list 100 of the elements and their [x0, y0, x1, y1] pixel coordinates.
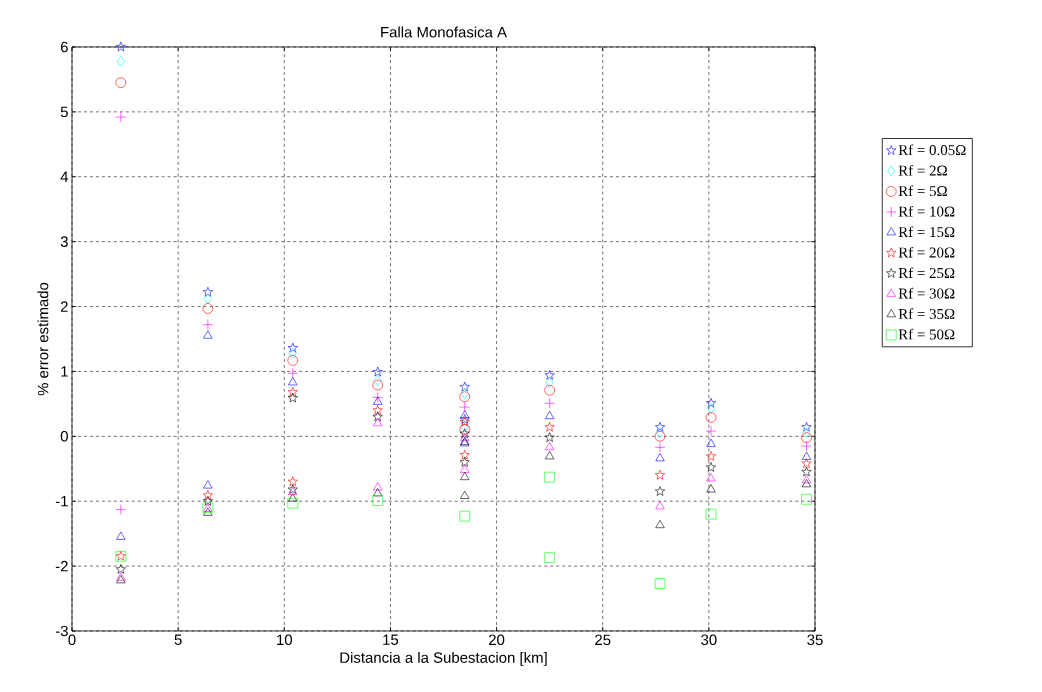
point	[459, 428, 470, 439]
point	[801, 466, 812, 477]
point	[544, 370, 555, 380]
point	[372, 379, 383, 391]
point	[115, 504, 127, 515]
y-tick-label: 4	[60, 171, 69, 182]
point	[545, 377, 554, 388]
point	[801, 451, 812, 460]
point	[115, 41, 126, 52]
point	[544, 432, 555, 442]
point	[373, 418, 383, 427]
point	[706, 484, 716, 493]
point	[203, 330, 213, 339]
point	[801, 479, 812, 488]
point	[288, 377, 298, 386]
point	[287, 392, 298, 403]
point	[545, 451, 555, 460]
point	[460, 410, 470, 419]
x-tick-label: 10	[277, 634, 293, 646]
point	[544, 384, 555, 396]
point	[801, 458, 812, 468]
point	[705, 425, 717, 437]
point	[372, 366, 383, 377]
point	[372, 411, 383, 422]
point	[460, 471, 470, 480]
point	[705, 397, 717, 408]
x-tick-label: 20	[489, 634, 505, 646]
point	[372, 495, 383, 506]
legend-label: Rf = 25Ω	[898, 267, 955, 279]
legend-label: Rf = 30Ω	[898, 287, 955, 299]
point	[544, 397, 555, 409]
point	[372, 392, 383, 403]
point	[288, 347, 297, 359]
point	[115, 77, 127, 88]
point	[460, 388, 469, 399]
point	[202, 286, 213, 297]
point	[654, 578, 666, 589]
point	[287, 368, 299, 379]
point	[372, 405, 383, 415]
point	[287, 355, 299, 366]
point	[656, 427, 665, 438]
point	[801, 475, 812, 484]
point	[202, 495, 213, 506]
legend-label: Rf = 5Ω	[898, 185, 947, 197]
point	[545, 442, 555, 451]
point	[655, 453, 665, 462]
point	[706, 403, 716, 414]
point	[373, 482, 383, 491]
point	[802, 427, 811, 438]
point	[706, 473, 716, 482]
point	[655, 519, 665, 529]
point	[655, 421, 666, 432]
point	[801, 493, 812, 505]
y-tick-label: 2	[60, 301, 68, 312]
point	[459, 449, 470, 460]
point	[202, 303, 214, 314]
point	[202, 319, 214, 330]
point	[801, 421, 812, 432]
point	[654, 442, 666, 453]
point	[705, 451, 717, 461]
point	[116, 55, 125, 67]
point	[655, 486, 666, 496]
point	[460, 432, 470, 442]
point	[373, 375, 382, 386]
y-axis-title: % error estimado	[37, 282, 49, 396]
point	[287, 476, 298, 487]
legend-label: Rf = 50Ω	[898, 328, 955, 340]
point	[544, 552, 555, 563]
y-tick-label: -3	[55, 625, 68, 637]
x-tick-label: 25	[595, 634, 611, 646]
legend-label: Rf = 20Ω	[898, 246, 955, 258]
legend-label: Rf = 35Ω	[898, 308, 955, 320]
point	[544, 421, 555, 432]
y-tick-label: 0	[60, 431, 68, 442]
point	[459, 391, 471, 403]
point	[544, 471, 555, 483]
point	[202, 490, 213, 500]
point	[459, 510, 471, 522]
point	[705, 412, 717, 423]
y-tick-label: 6	[60, 41, 68, 53]
point	[115, 111, 127, 123]
point	[545, 410, 555, 419]
point	[287, 386, 298, 397]
point	[288, 493, 298, 502]
point	[801, 432, 812, 443]
point	[373, 396, 383, 405]
chart-title: Falla Monofasica A	[381, 26, 507, 38]
x-tick-label: 15	[383, 634, 399, 645]
legend-label: Rf = 0.05Ω	[898, 144, 966, 156]
point	[655, 469, 666, 480]
point	[460, 464, 470, 473]
legend-label: Rf = 10Ω	[898, 205, 955, 217]
point	[460, 490, 470, 499]
y-tick-label: 1	[61, 366, 68, 377]
legend-label: Rf = 15Ω	[898, 226, 955, 238]
point	[287, 497, 299, 509]
point	[705, 508, 717, 520]
point	[115, 564, 126, 574]
point	[801, 440, 812, 452]
point	[203, 507, 213, 516]
